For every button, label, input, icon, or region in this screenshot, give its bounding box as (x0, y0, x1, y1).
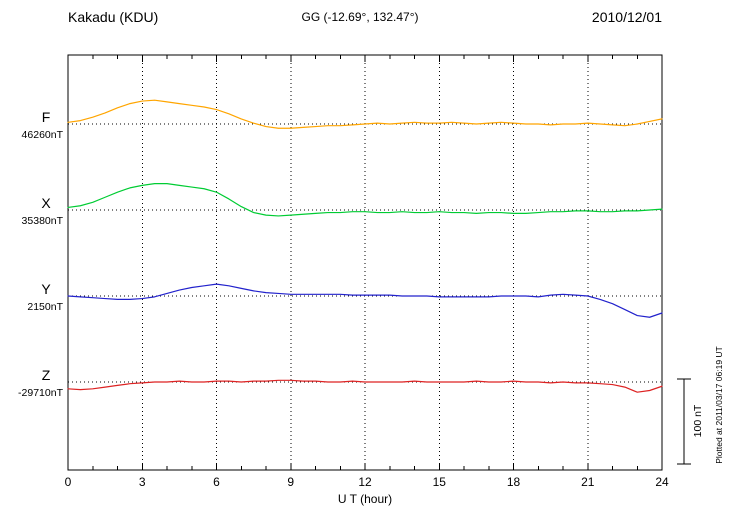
x-tick-21: 21 (581, 475, 595, 489)
plotted-at-note: Plotted at 2011/03/17 06:19 UT (714, 346, 724, 464)
component-label-x: X (41, 195, 51, 211)
geographic-coordinates: GG (-12.69°, 132.47°) (302, 10, 419, 24)
plot-border (67, 54, 663, 471)
component-baseline-y: 2150nT (27, 301, 63, 313)
x-tick-24: 24 (655, 475, 669, 489)
plot-date: 2010/12/01 (592, 9, 662, 25)
component-baseline-f: 46260nT (22, 129, 64, 141)
trace-y (67, 283, 663, 318)
trace-layer (67, 99, 663, 393)
scale-bar (677, 378, 691, 465)
x-tick-18: 18 (507, 475, 521, 489)
trace-z (67, 379, 663, 393)
component-baseline-x: 35380nT (22, 215, 64, 227)
x-tick-6: 6 (213, 475, 220, 489)
x-tick-12: 12 (358, 475, 372, 489)
trace-x (67, 183, 663, 217)
component-baseline-z: -29710nT (18, 387, 64, 399)
x-tick-15: 15 (433, 475, 447, 489)
x-axis-title: U T (hour) (338, 492, 392, 506)
scale-bar-label: 100 nT (692, 404, 704, 437)
x-tick-9: 9 (287, 475, 294, 489)
x-tick-3: 3 (139, 475, 146, 489)
grid-layer (68, 55, 662, 470)
x-axis-tick-labels: 0 3 6 9 12 15 18 21 24 (65, 475, 669, 489)
x-tick-0: 0 (65, 475, 72, 489)
component-label-f: F (42, 109, 51, 125)
component-label-y: Y (41, 281, 51, 297)
trace-f (67, 99, 663, 129)
station-title: Kakadu (KDU) (68, 9, 158, 25)
component-label-z: Z (42, 367, 51, 383)
